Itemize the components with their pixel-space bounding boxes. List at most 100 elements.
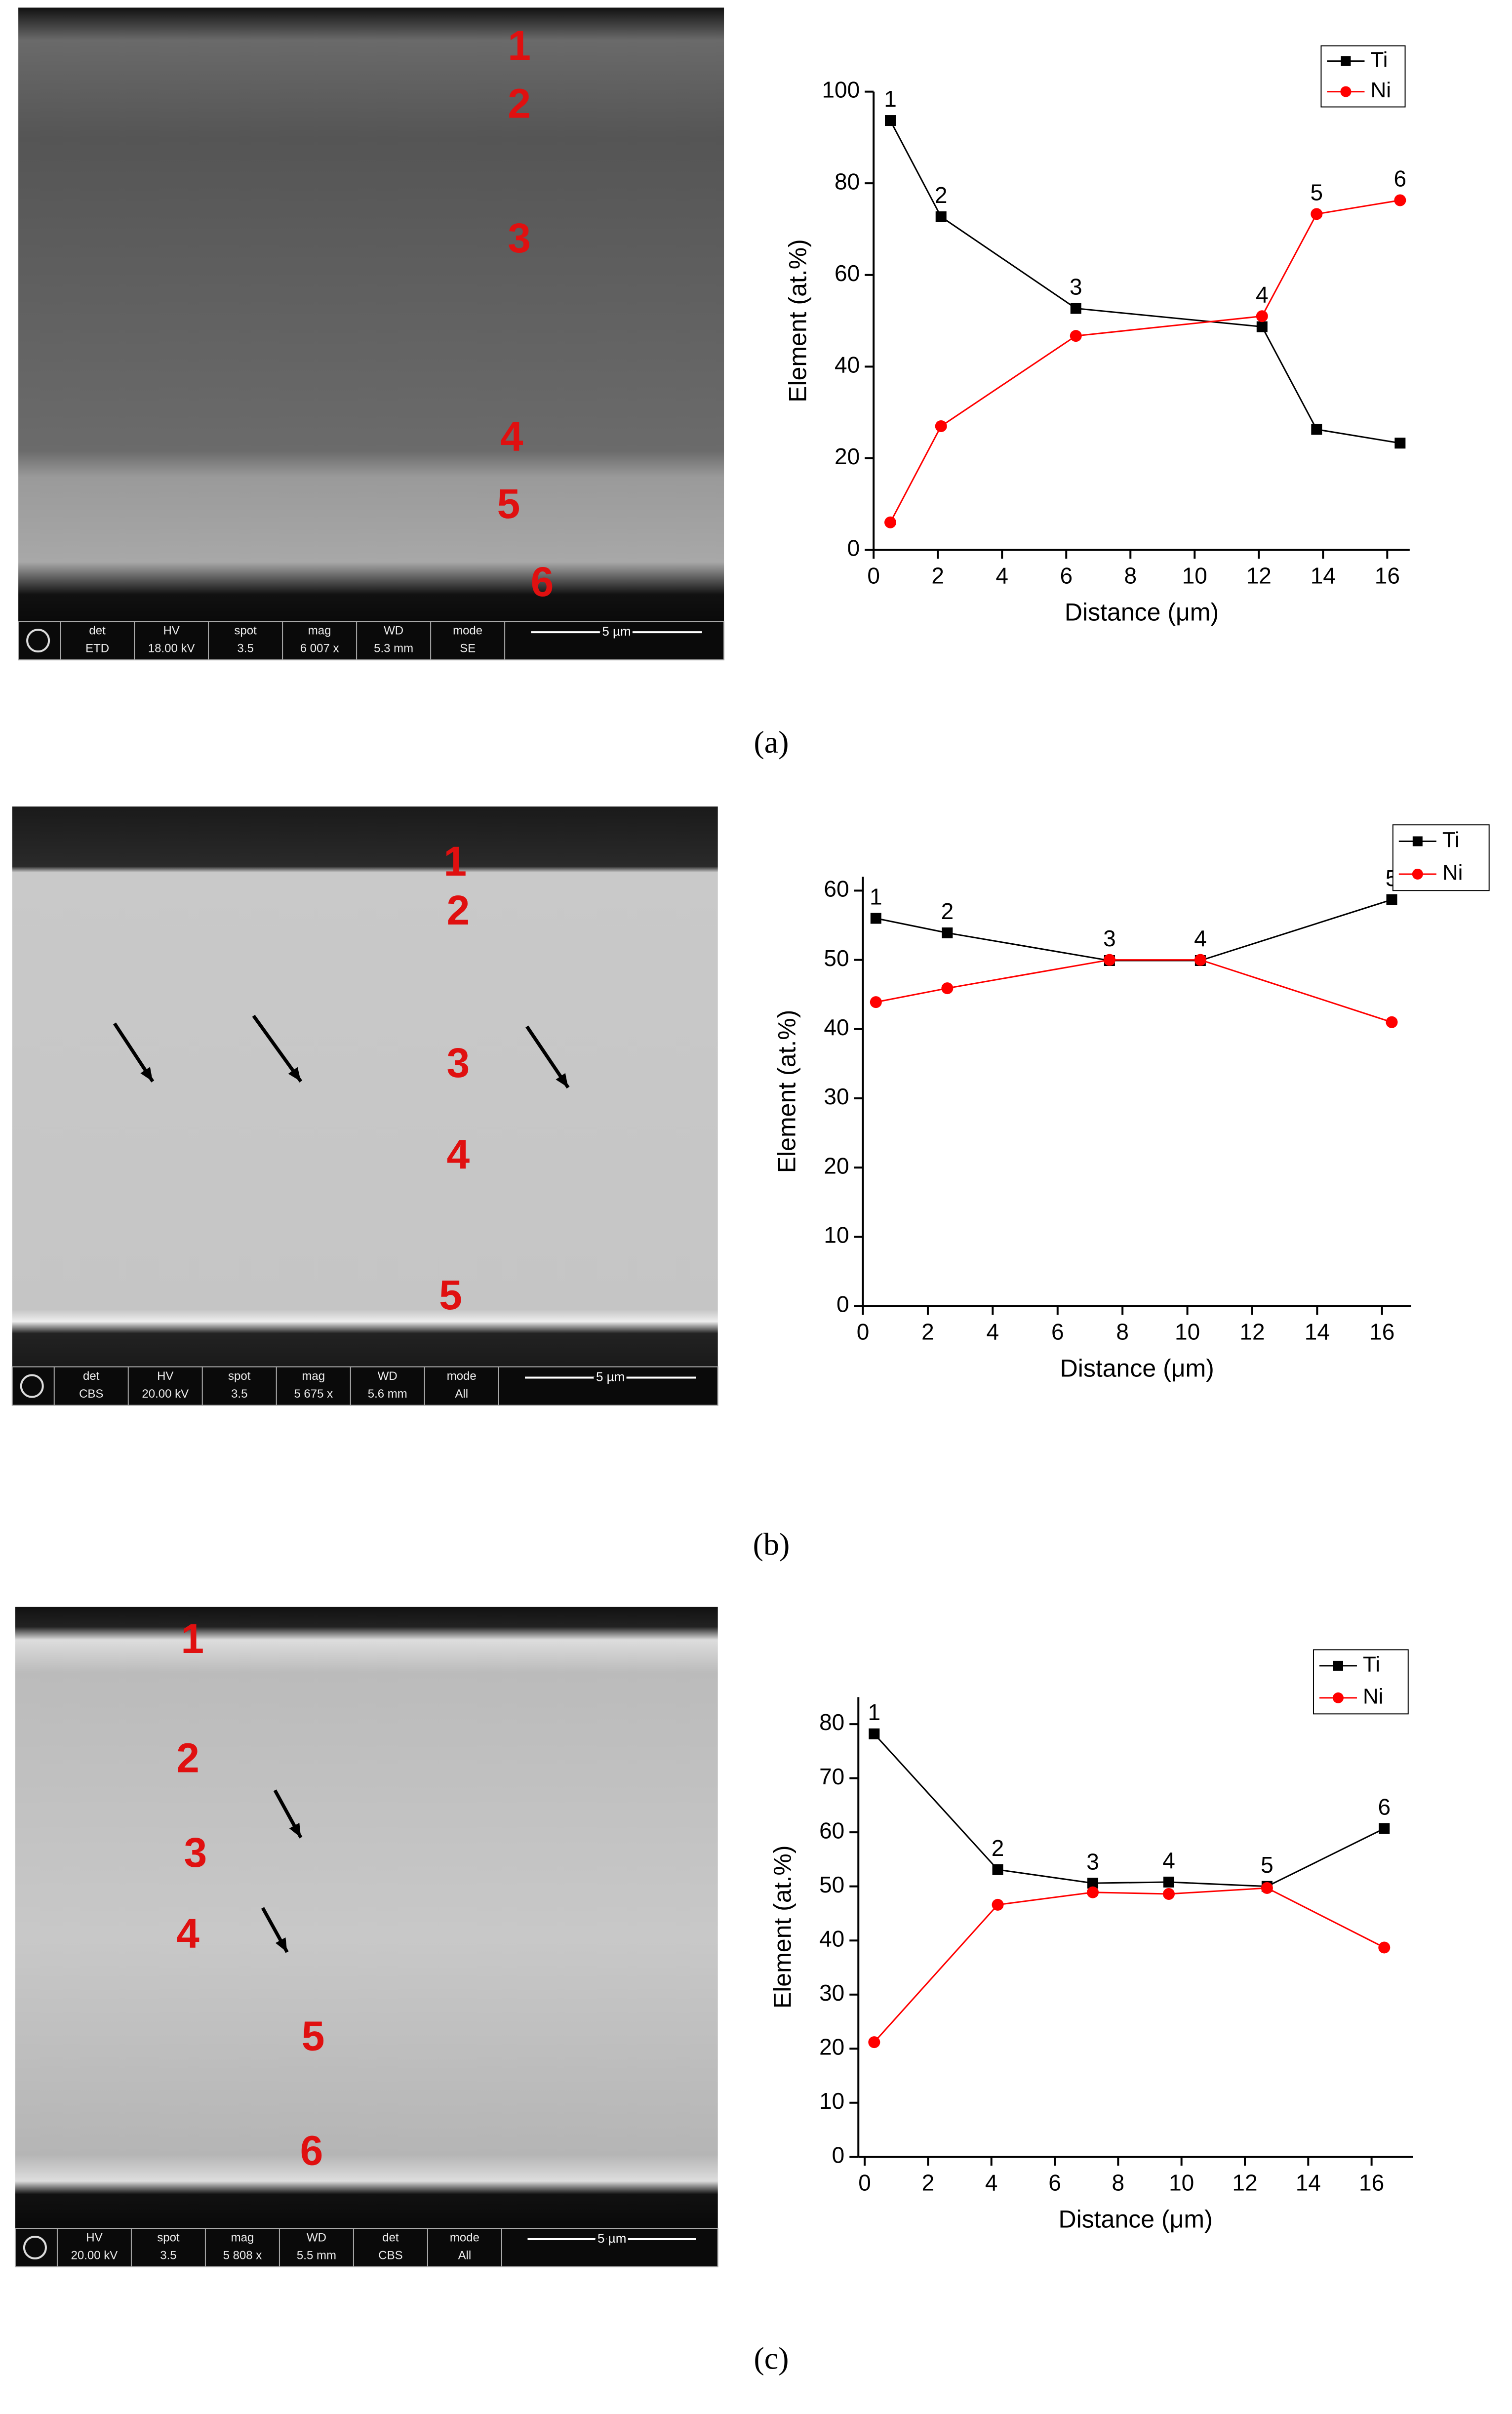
x-axis-label: Distance (μm) bbox=[1059, 2206, 1213, 2233]
x-tick-label: 4 bbox=[987, 1319, 999, 1345]
y-tick-label: 50 bbox=[824, 945, 849, 971]
info-label: spot bbox=[234, 624, 257, 638]
point-label: 5 bbox=[1311, 179, 1323, 205]
info-value: 3.5 bbox=[160, 2249, 176, 2262]
info-label: HV bbox=[163, 624, 179, 638]
marker bbox=[885, 115, 896, 126]
image-point-label: 4 bbox=[447, 1131, 470, 1178]
caption: (a) bbox=[754, 724, 789, 760]
y-tick-label: 30 bbox=[824, 1084, 849, 1109]
y-tick-label: 20 bbox=[819, 2034, 844, 2059]
image-point-label: 3 bbox=[447, 1040, 470, 1086]
marker bbox=[1087, 1878, 1099, 1889]
series-line bbox=[889, 200, 1400, 523]
y-tick-label: 30 bbox=[819, 1980, 844, 2006]
logo-icon bbox=[26, 629, 50, 653]
info-bar bbox=[11, 1366, 718, 1406]
marker bbox=[884, 516, 897, 528]
point-label: 4 bbox=[1256, 282, 1269, 307]
x-tick-label: 14 bbox=[1311, 563, 1336, 589]
info-value: 3.5 bbox=[231, 1387, 247, 1401]
scale-bar-label: 5 µm bbox=[602, 624, 631, 639]
y-tick-label: 10 bbox=[824, 1222, 849, 1247]
marker bbox=[869, 1728, 880, 1739]
info-label: WD bbox=[307, 2231, 326, 2244]
info-bar bbox=[14, 2228, 718, 2268]
legend-label: Ti bbox=[1370, 47, 1388, 72]
legend-label: Ni bbox=[1442, 861, 1463, 885]
x-tick-label: 16 bbox=[1375, 563, 1400, 589]
marker bbox=[1378, 1941, 1391, 1954]
info-label: mode bbox=[453, 624, 482, 638]
y-tick-label: 20 bbox=[824, 1153, 849, 1178]
info-label: det bbox=[89, 624, 106, 638]
series-line bbox=[889, 120, 1400, 444]
legend-box bbox=[1392, 824, 1490, 891]
y-tick-label: 80 bbox=[835, 168, 860, 194]
info-value: 20.00 kV bbox=[142, 1387, 189, 1401]
sem-image bbox=[18, 7, 724, 660]
y-tick-label: 70 bbox=[819, 1764, 844, 1789]
arrow-head bbox=[289, 1823, 301, 1838]
point-label: 3 bbox=[1086, 1849, 1099, 1874]
x-axis-label: Distance (μm) bbox=[1060, 1355, 1214, 1382]
marker bbox=[1256, 321, 1268, 332]
legend-marker bbox=[1332, 1692, 1344, 1703]
image-point-label: 5 bbox=[439, 1272, 462, 1318]
scale-bar-label: 5 µm bbox=[596, 1369, 625, 1384]
x-tick-label: 0 bbox=[858, 2170, 871, 2195]
point-label: 3 bbox=[1103, 925, 1116, 951]
info-value: 6 007 x bbox=[300, 642, 339, 655]
y-axis-label: Element (at.%) bbox=[768, 1845, 796, 2009]
series-line bbox=[874, 1887, 1385, 2043]
image-point-label: 1 bbox=[443, 838, 467, 885]
marker bbox=[1087, 1886, 1099, 1898]
point-label: 2 bbox=[935, 182, 948, 208]
info-bar bbox=[18, 621, 725, 661]
info-label: spot bbox=[157, 2231, 180, 2244]
point-label: 2 bbox=[941, 898, 954, 924]
x-tick-label: 6 bbox=[1060, 563, 1073, 589]
image-point-label: 2 bbox=[508, 80, 531, 127]
y-tick-label: 60 bbox=[819, 1817, 844, 1843]
series-line bbox=[875, 959, 1392, 1023]
info-label: WD bbox=[384, 624, 403, 638]
info-value: 5.3 mm bbox=[374, 642, 413, 655]
marker bbox=[1394, 438, 1406, 449]
image-point-label: 2 bbox=[176, 1734, 199, 1781]
y-axis-label: Element (at.%) bbox=[784, 239, 811, 402]
marker bbox=[1261, 1882, 1273, 1894]
info-value: 5.6 mm bbox=[368, 1387, 407, 1401]
x-axis-label: Distance (μm) bbox=[1065, 599, 1219, 626]
marker bbox=[1194, 954, 1206, 966]
point-label: 4 bbox=[1194, 925, 1207, 951]
x-tick-label: 12 bbox=[1246, 563, 1272, 589]
image-point-label: 3 bbox=[184, 1829, 207, 1876]
marker bbox=[868, 2036, 880, 2049]
point-label: 2 bbox=[992, 1835, 1004, 1861]
x-tick-label: 6 bbox=[1051, 1319, 1064, 1345]
point-label: 4 bbox=[1162, 1848, 1175, 1873]
y-tick-label: 40 bbox=[819, 1926, 844, 1951]
info-label: mag bbox=[302, 1369, 325, 1383]
marker bbox=[942, 927, 953, 938]
y-tick-label: 0 bbox=[832, 2142, 845, 2168]
info-value: 5 675 x bbox=[294, 1387, 333, 1401]
image-point-label: 1 bbox=[181, 1615, 204, 1662]
legend-marker bbox=[1341, 56, 1351, 66]
x-tick-label: 14 bbox=[1305, 1319, 1330, 1345]
marker bbox=[1163, 1888, 1175, 1900]
legend-label: Ni bbox=[1370, 78, 1391, 102]
marker bbox=[1379, 1823, 1390, 1834]
series-line bbox=[874, 1733, 1385, 1888]
image-point-label: 6 bbox=[531, 559, 554, 605]
marker bbox=[1394, 194, 1406, 206]
x-tick-label: 6 bbox=[1048, 2170, 1061, 2195]
info-label: spot bbox=[228, 1369, 251, 1383]
marker bbox=[1070, 330, 1082, 342]
info-label: mode bbox=[447, 1369, 477, 1383]
marker bbox=[870, 996, 882, 1008]
image-point-label: 4 bbox=[500, 413, 523, 460]
point-label: 5 bbox=[1261, 1852, 1273, 1878]
